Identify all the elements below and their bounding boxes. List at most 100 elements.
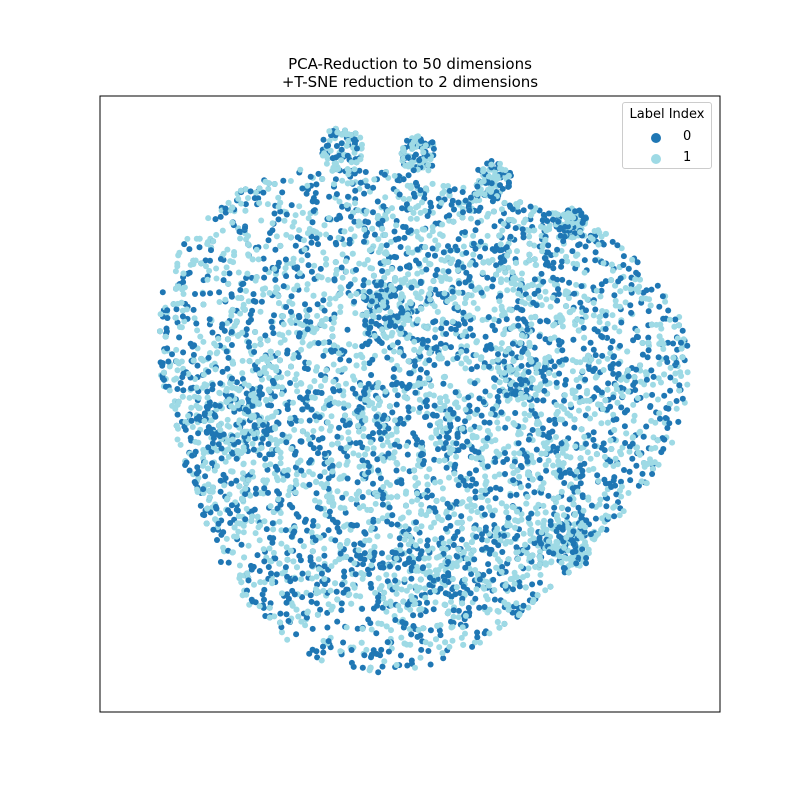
- scatter-point-series-0: [545, 492, 552, 499]
- scatter-point-series-0: [463, 347, 470, 354]
- scatter-point-series-1: [157, 311, 164, 318]
- scatter-point-series-0: [302, 301, 308, 308]
- scatter-point-series-1: [257, 308, 264, 315]
- scatter-point-series-0: [337, 356, 344, 363]
- scatter-point-series-1: [299, 209, 306, 216]
- scatter-point-series-1: [352, 200, 358, 207]
- scatter-point-series-1: [334, 440, 341, 447]
- scatter-point-series-1: [339, 274, 346, 281]
- scatter-point-series-1: [391, 449, 398, 456]
- scatter-point-series-1: [276, 518, 283, 525]
- scatter-point-series-1: [414, 496, 421, 503]
- scatter-point-series-0: [643, 423, 650, 430]
- scatter-point-series-1: [604, 419, 611, 426]
- scatter-point-series-0: [326, 402, 333, 409]
- scatter-point-series-0: [489, 512, 496, 519]
- scatter-point-series-0: [362, 169, 369, 175]
- scatter-point-series-1: [643, 372, 650, 379]
- scatter-point-series-1: [479, 269, 486, 276]
- scatter-point-series-1: [471, 639, 478, 646]
- scatter-point-series-1: [554, 539, 561, 546]
- scatter-point-series-1: [496, 471, 503, 478]
- scatter-point-series-1: [415, 462, 421, 469]
- scatter-point-series-1: [572, 394, 579, 401]
- scatter-point-series-0: [579, 467, 586, 474]
- scatter-point-series-1: [518, 511, 525, 517]
- scatter-point-series-1: [353, 290, 360, 297]
- scatter-point-series-1: [476, 424, 483, 431]
- scatter-point-series-1: [356, 260, 363, 267]
- scatter-point-series-0: [408, 284, 415, 291]
- scatter-point-series-1: [609, 312, 616, 319]
- scatter-point-series-1: [639, 340, 646, 346]
- scatter-point-series-0: [581, 257, 588, 264]
- scatter-point-series-1: [257, 336, 264, 343]
- scatter-point-series-1: [205, 465, 211, 472]
- scatter-point-series-0: [361, 277, 368, 284]
- scatter-point-series-1: [521, 410, 528, 417]
- scatter-point-series-1: [604, 320, 611, 327]
- scatter-point-series-0: [684, 342, 691, 349]
- scatter-point-series-0: [566, 279, 573, 286]
- scatter-point-series-1: [379, 515, 386, 522]
- scatter-point-series-0: [556, 358, 563, 365]
- scatter-point-series-1: [558, 488, 565, 495]
- scatter-point-series-1: [444, 610, 451, 617]
- scatter-point-series-0: [675, 418, 682, 425]
- scatter-point-series-0: [457, 590, 463, 596]
- scatter-point-series-1: [324, 493, 331, 500]
- scatter-point-series-1: [468, 507, 475, 514]
- scatter-point-series-0: [550, 274, 557, 281]
- scatter-point-series-1: [390, 454, 397, 461]
- scatter-point-series-1: [260, 291, 267, 298]
- scatter-point-series-1: [309, 471, 316, 478]
- scatter-point-series-1: [662, 298, 669, 305]
- scatter-point-series-0: [239, 376, 246, 382]
- scatter-point-series-0: [513, 544, 520, 551]
- scatter-point-series-0: [251, 349, 258, 355]
- scatter-point-series-0: [399, 205, 405, 212]
- scatter-point-series-0: [602, 278, 609, 285]
- scatter-point-series-0: [514, 304, 521, 311]
- scatter-point-series-0: [582, 412, 589, 419]
- scatter-point-series-1: [486, 504, 493, 511]
- scatter-point-series-1: [227, 258, 234, 265]
- scatter-point-series-1: [239, 357, 246, 364]
- scatter-point-series-0: [212, 216, 219, 223]
- scatter-point-series-1: [520, 424, 527, 431]
- scatter-point-series-0: [592, 352, 599, 359]
- scatter-point-series-1: [180, 291, 187, 297]
- scatter-point-series-1: [305, 215, 312, 222]
- scatter-point-series-0: [537, 579, 543, 586]
- scatter-point-series-1: [349, 250, 356, 257]
- scatter-point-series-0: [196, 244, 203, 251]
- scatter-point-series-0: [317, 606, 324, 613]
- scatter-point-series-1: [462, 328, 469, 335]
- scatter-point-series-0: [430, 606, 437, 613]
- scatter-point-series-1: [324, 459, 331, 466]
- scatter-point-series-0: [242, 516, 249, 523]
- scatter-point-series-0: [283, 211, 290, 218]
- scatter-point-series-0: [346, 357, 353, 364]
- scatter-point-series-1: [335, 234, 342, 241]
- scatter-point-series-0: [314, 581, 321, 588]
- scatter-point-series-1: [249, 440, 256, 447]
- scatter-point-series-0: [326, 193, 333, 200]
- scatter-point-series-0: [388, 521, 395, 528]
- scatter-point-series-1: [177, 441, 184, 448]
- scatter-point-series-0: [375, 314, 382, 321]
- scatter-point-series-1: [268, 354, 275, 361]
- scatter-point-series-1: [466, 515, 473, 522]
- scatter-point-series-0: [413, 519, 419, 526]
- scatter-point-series-0: [375, 669, 382, 676]
- scatter-point-series-0: [432, 508, 439, 515]
- scatter-point-series-0: [605, 380, 612, 387]
- scatter-point-series-0: [604, 334, 611, 341]
- scatter-point-series-0: [274, 466, 281, 473]
- scatter-point-series-0: [518, 381, 525, 388]
- scatter-point-series-1: [375, 236, 382, 243]
- scatter-point-series-1: [251, 342, 258, 349]
- scatter-point-series-0: [531, 344, 538, 351]
- scatter-point-series-1: [490, 208, 497, 215]
- scatter-point-series-0: [667, 387, 674, 394]
